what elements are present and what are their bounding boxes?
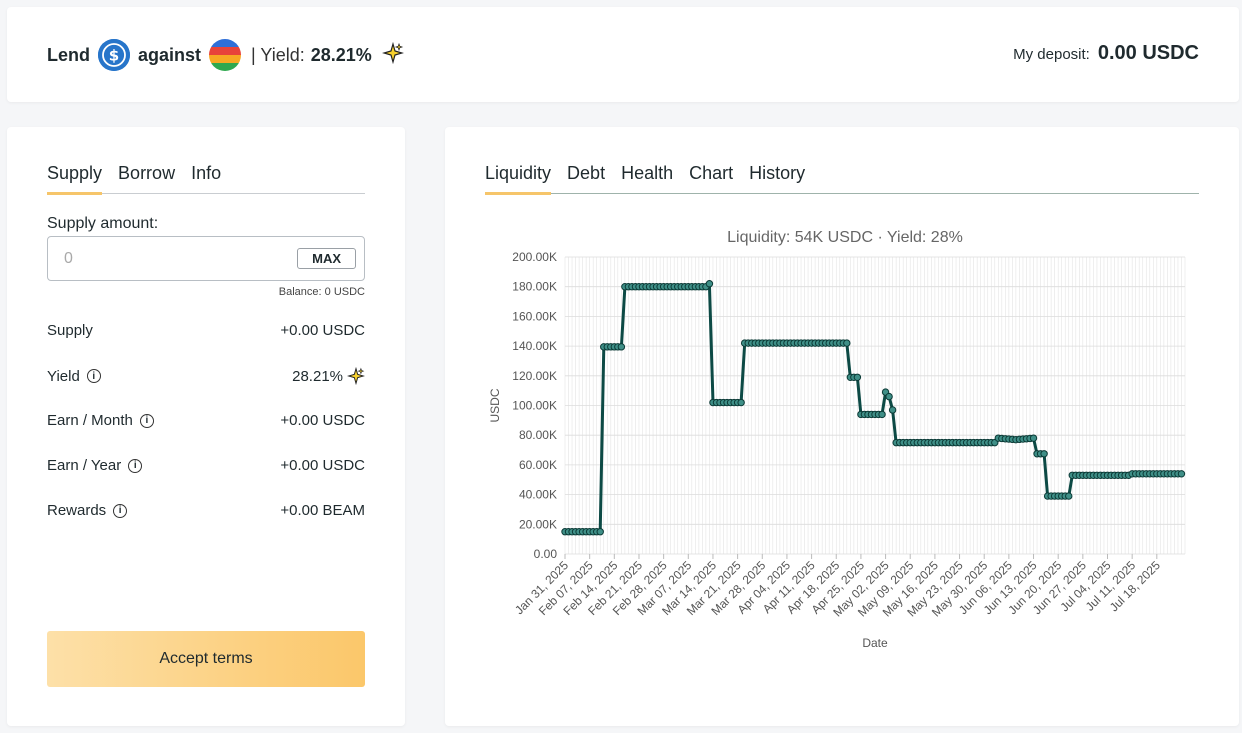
yield-row-label: Yield <box>47 367 80 385</box>
earn-year-row: Earn / Year i +0.00 USDC <box>47 457 365 474</box>
yield-row-value: 28.21% <box>292 367 343 385</box>
yield-value: 28.21% <box>310 44 372 65</box>
liquidity-chart-svg: Liquidity: 54K USDC · Yield: 28% 0.00 20.0… <box>488 229 1186 650</box>
usdc-coin-icon: $ <box>98 39 130 71</box>
info-icon[interactable]: i <box>139 413 154 428</box>
deposit-value: 0.00 USDC <box>1097 42 1199 64</box>
rewards-row: Rewards i +0.00 BEAM <box>47 502 365 519</box>
data-point <box>1029 434 1038 442</box>
balance-text: Balance: 0 USDC <box>278 286 365 298</box>
my-deposit: My deposit: 0.00 USDC <box>1013 42 1199 65</box>
sparkle-icon <box>381 41 404 69</box>
yield-label: | Yield: <box>251 44 305 65</box>
y-tick-label: 40.00K <box>519 488 557 502</box>
data-point <box>596 528 604 536</box>
y-tick-label: 80.00K <box>519 428 557 442</box>
pool-title: Lend $ against | Yield: 28.21% <box>47 38 404 72</box>
info-icon[interactable]: i <box>86 369 101 383</box>
supply-amount-field: MAX <box>47 236 365 281</box>
y-tick-label: 100.00K <box>512 399 557 413</box>
supply-amount-label: Supply amount: <box>47 215 159 232</box>
y-tick-label: 0.00 <box>534 547 558 561</box>
sparkle-icon <box>347 367 365 385</box>
y-tick-label: 60.00K <box>519 458 557 472</box>
data-point <box>617 343 626 351</box>
pool-header: Lend $ against | Yield: 28.21% My deposi… <box>7 7 1239 102</box>
data-point <box>878 410 886 419</box>
supply-amount-input[interactable] <box>48 249 298 268</box>
info-icon[interactable]: i <box>113 503 128 518</box>
accept-terms-button[interactable]: Accept terms <box>47 631 365 687</box>
earn-month-value: +0.00 USDC <box>280 412 365 429</box>
y-tick-label: 140.00K <box>512 339 557 353</box>
data-point <box>1065 492 1073 500</box>
earn-month-row: Earn / Month i +0.00 USDC <box>47 412 365 429</box>
deposit-label: My deposit: <box>1013 46 1090 63</box>
tab-info[interactable]: Info <box>191 163 222 183</box>
earn-year-label: Earn / Year <box>47 457 122 474</box>
data-point <box>853 373 862 381</box>
data-point <box>705 280 714 288</box>
data-point <box>885 392 893 401</box>
supply-row-label: Supply <box>47 322 93 339</box>
supply-row: Supply +0.00 USDC <box>47 322 365 339</box>
tab-chart[interactable]: Chart <box>689 163 734 183</box>
earn-year-value: +0.00 USDC <box>280 457 365 474</box>
tab-supply[interactable]: Supply <box>47 163 103 195</box>
yield-row: Yield i 28.21% <box>47 367 365 385</box>
svg-text:$: $ <box>109 47 119 65</box>
stats-tabs: Liquidity Debt Health Chart History <box>485 163 1199 195</box>
data-point <box>843 339 851 347</box>
y-tick-label: 200.00K <box>512 250 557 264</box>
liquidity-chart: Liquidity: 54K USDC · Yield: 28% 0.00 20.0… <box>465 217 1225 667</box>
y-axis-label: USDC <box>488 388 502 422</box>
earn-month-label: Earn / Month <box>47 412 133 429</box>
supply-panel: Supply Borrow Info Supply amount: MAX Ba… <box>7 127 405 726</box>
data-point <box>737 398 745 407</box>
info-icon[interactable]: i <box>128 458 143 473</box>
y-tick-label: 120.00K <box>512 369 557 383</box>
data-point <box>1040 450 1048 458</box>
lend-label: Lend <box>47 44 90 65</box>
y-tick-label: 180.00K <box>512 280 557 294</box>
y-tick-label: 160.00K <box>512 309 557 323</box>
stats-panel: Liquidity Debt Health Chart History Liqu… <box>445 127 1239 726</box>
action-tabs: Supply Borrow Info <box>47 163 365 195</box>
rewards-value: +0.00 BEAM <box>280 502 365 519</box>
tab-health[interactable]: Health <box>621 163 674 183</box>
tab-history[interactable]: History <box>749 163 806 183</box>
chart-title: Liquidity: 54K USDC · Yield: 28% <box>727 229 963 246</box>
data-point <box>888 406 897 414</box>
tab-borrow[interactable]: Borrow <box>118 163 176 183</box>
max-button[interactable]: MAX <box>297 248 356 269</box>
rewards-label: Rewards <box>47 502 107 519</box>
collateral-token-icon <box>209 39 242 71</box>
x-axis-label: Date <box>862 636 888 650</box>
data-point <box>1177 470 1186 478</box>
tab-liquidity[interactable]: Liquidity <box>485 163 552 195</box>
y-tick-label: 20.00K <box>519 517 557 531</box>
against-label: against <box>138 44 202 65</box>
tab-debt[interactable]: Debt <box>567 163 606 183</box>
supply-row-value: +0.00 USDC <box>280 322 365 339</box>
